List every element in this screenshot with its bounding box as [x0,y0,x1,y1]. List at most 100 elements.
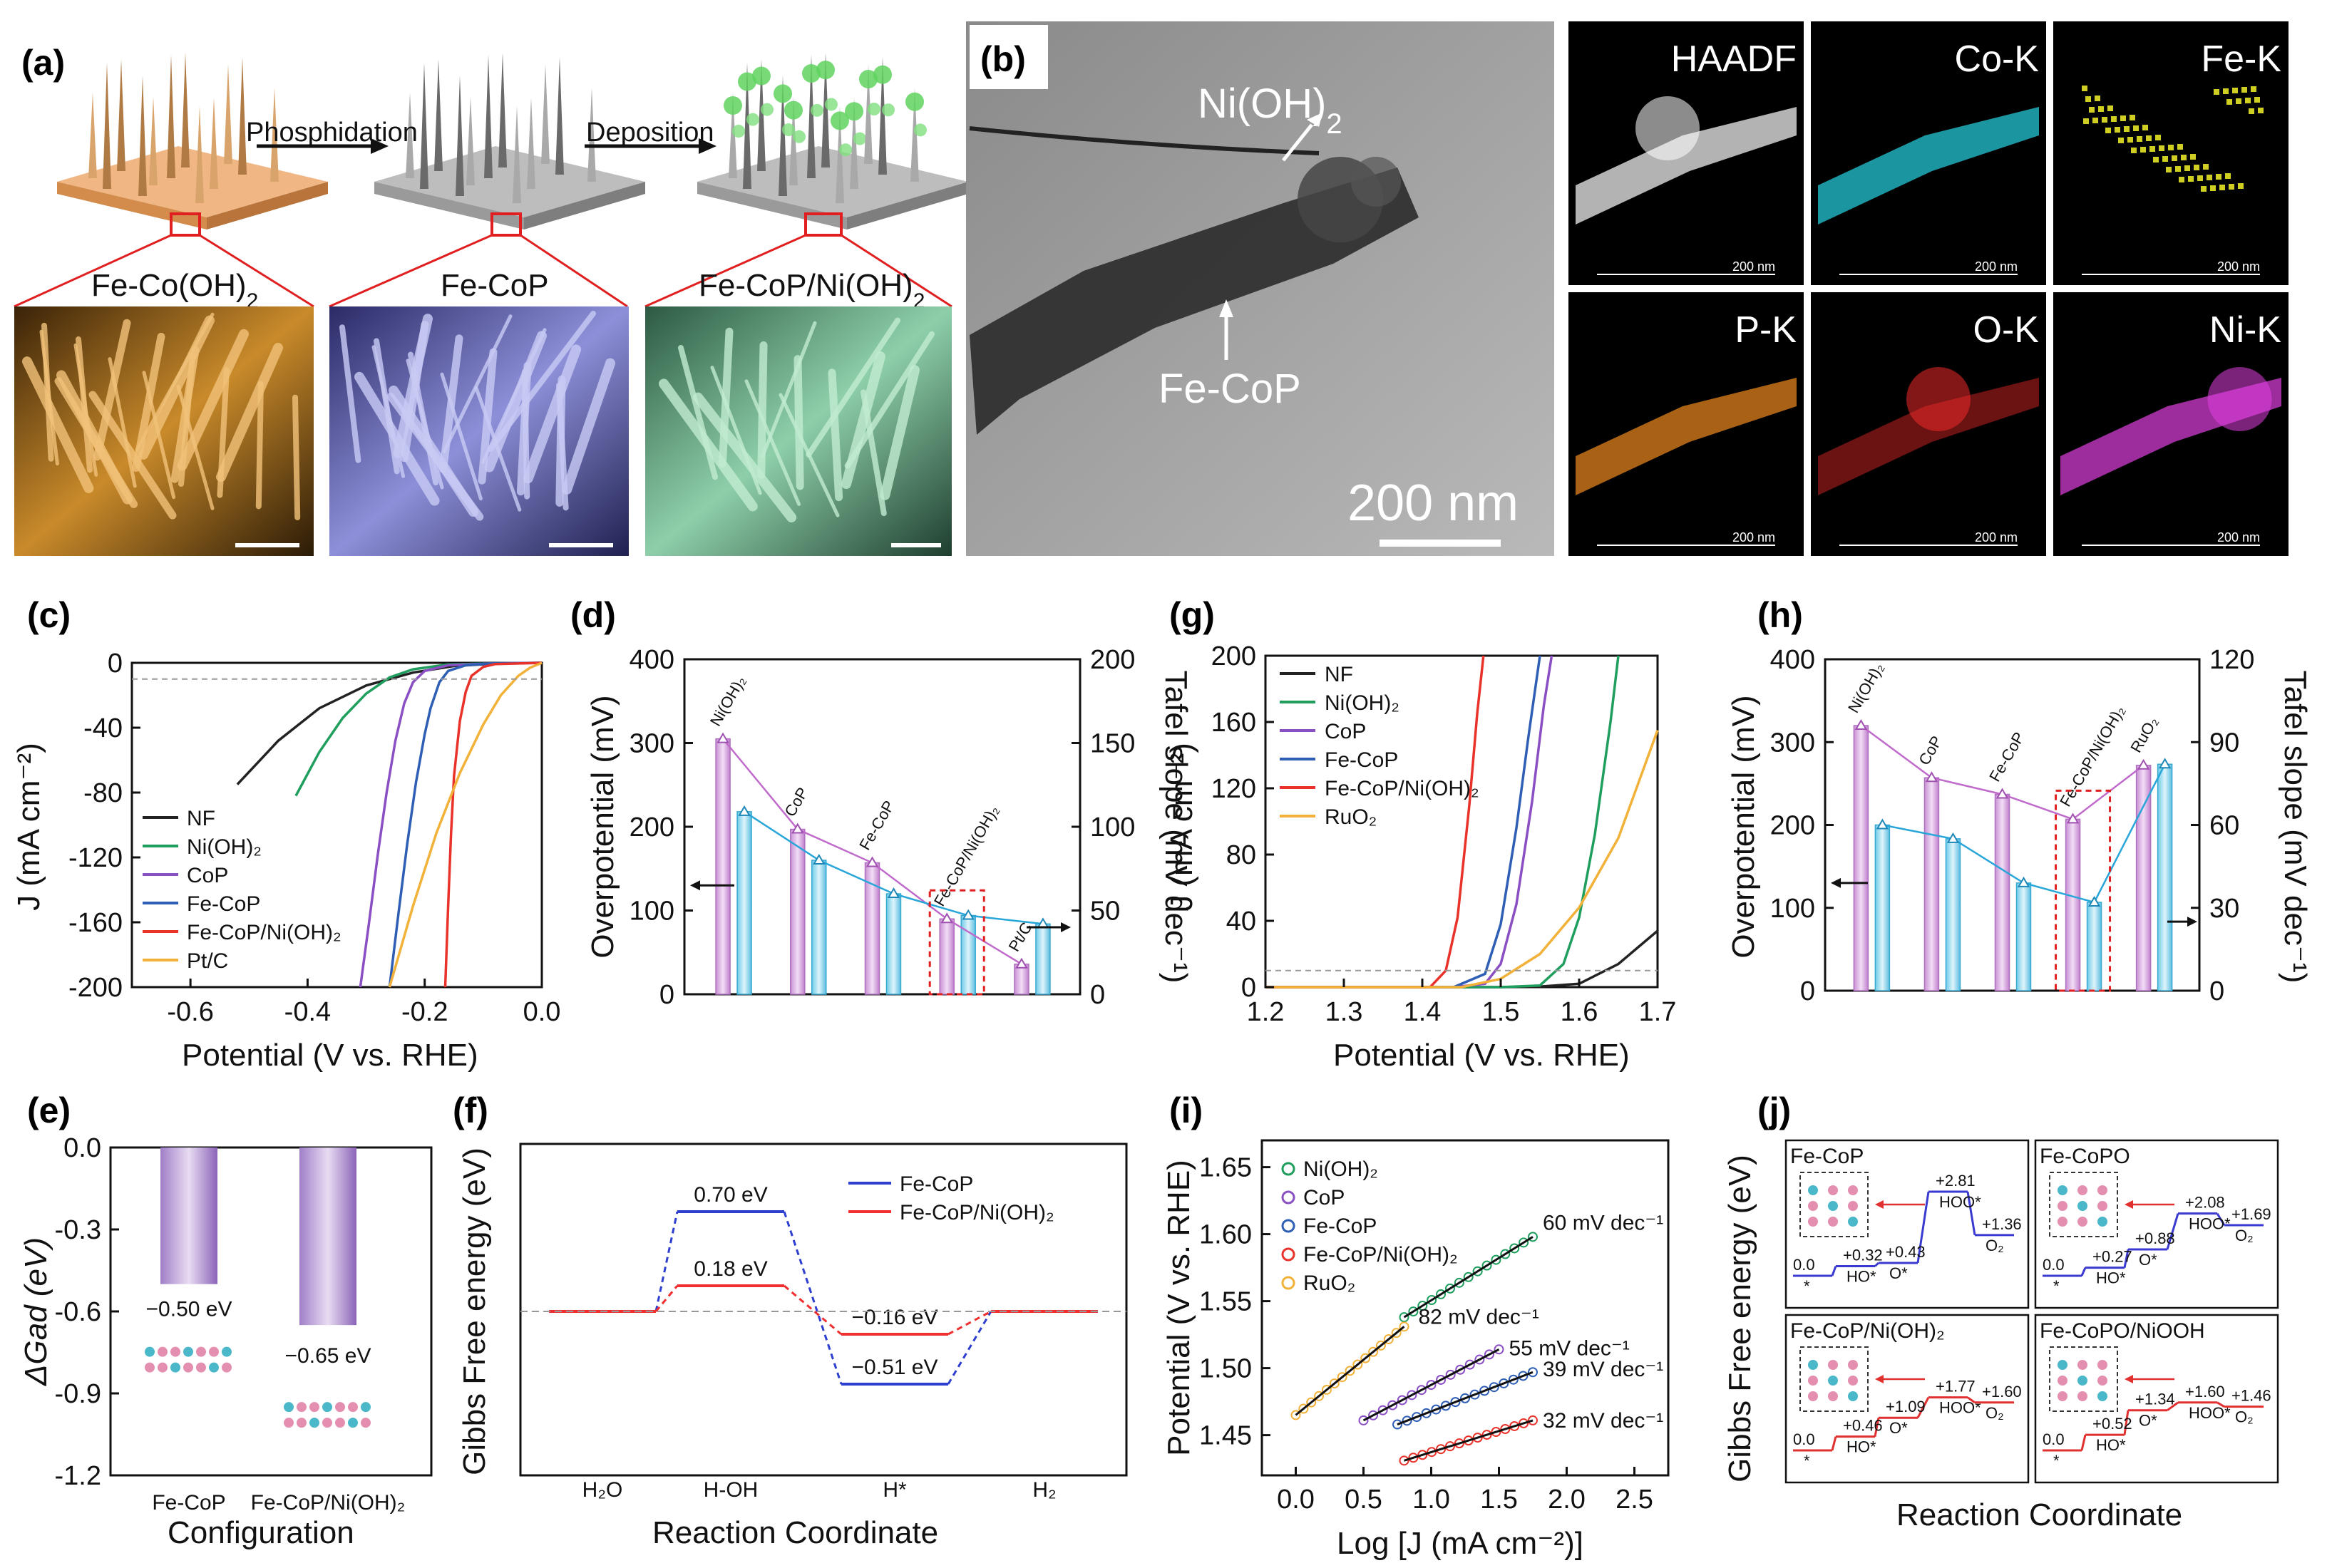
y-tick-label: 300 [1770,728,1815,758]
energy-connector [1831,1436,1837,1451]
subplot-title: Fe-CoP [1790,1145,1864,1168]
series-line-RuO₂ [1265,730,1659,989]
nioh2-nanosheet [839,143,852,157]
category-label: Ni(OH)₂ [707,673,749,729]
eds-pixel [2107,105,2113,111]
eds-pixel [2194,165,2199,170]
atom-model [1808,1217,1818,1227]
data-point [1460,1393,1470,1403]
y-tick-label: -160 [68,908,123,938]
sem-fiber [442,314,513,453]
series-line-Fe-CoP [1265,655,1541,989]
overpotential-marker [1854,719,1868,730]
eds-maps: HAADF 200 nm Co-K 200 nm Fe-K 200 nm P-K 200 nm… [1568,21,2289,556]
bar-adsorption-energy [299,1147,356,1326]
eds-pixel [2210,185,2216,191]
nanoneedle [498,53,507,167]
x-tick-label: -0.6 [167,997,213,1027]
structure-inset [1799,1346,1869,1412]
step-value: 0.0 [1793,1256,1815,1274]
legend-entry: Fe-CoP/Ni(OH)₂ [1325,777,1479,800]
data-point [1528,1415,1538,1425]
nanoneedle [224,64,232,164]
plot-f-xlabel: Reaction Coordinate [652,1515,938,1550]
y-tick-label: 100 [630,897,674,927]
eds-scale-text: 200 nm [2217,259,2260,274]
energy-connector [2216,1401,2225,1408]
nioh2-nanosheet [802,63,821,83]
sem-fiber [481,328,547,465]
legend-entry: Ni(OH)₂ [187,835,262,859]
energy-connector [2080,1434,2087,1451]
eds-pixel [2225,173,2231,179]
fit-line [1404,1419,1534,1462]
bar-overpotential [2135,765,2152,991]
species-label: HO* [2096,1269,2126,1287]
y-tick-label: 300 [630,729,674,759]
x-tick-label: 1.5 [1482,997,1520,1027]
data-point [1408,1453,1419,1463]
y-tick-label: 40 [1226,907,1256,937]
x-tick-label: 0.0 [523,997,561,1027]
data-point [1290,1410,1301,1420]
species-label: O* [1889,1419,1908,1437]
nioh2-nanosheet [811,103,823,117]
plot-j-ylabel: Gibbs Free energy (eV) [1722,1155,1757,1482]
atom-model [1848,1185,1858,1195]
bar-overpotential [715,738,731,995]
sem-fiber [255,381,264,510]
overpotential-marker [940,912,953,924]
eds-scale-text: 200 nm [1732,530,1775,545]
atom-model [2097,1217,2107,1227]
eds-signal [1818,107,2039,225]
species-label: O₂ [2235,1227,2254,1244]
plot-i-frame [1260,1139,1670,1477]
eds-pixel [2166,167,2172,172]
energy-connector [1916,1191,1930,1264]
data-point [1509,1243,1520,1254]
data-point [1314,1391,1325,1401]
rds-arrow-head [1875,1200,1884,1209]
step-value: +1.36 [1982,1215,2022,1233]
atom-model [222,1346,232,1357]
eds-pixel [2130,115,2135,120]
data-point [1399,1455,1409,1466]
highlight-box [928,889,985,996]
sem-fiber [523,344,581,484]
eds-map-title: P-K [1735,309,1797,351]
species-label: * [2053,1452,2060,1470]
plot-h-y2label: Tafel slope (mV dec⁻¹) [2278,671,2313,984]
nanoneedle [103,63,111,189]
zoom-box-3 [804,212,843,237]
nioh2-nanosheet [746,113,759,126]
nanoneedle [406,93,414,178]
atom-model [170,1362,180,1373]
eds-pixel [2245,98,2251,103]
atom-model [1828,1360,1838,1370]
nanoneedle [807,55,816,178]
data-point [1499,1378,1509,1388]
sem-fiber [793,355,804,490]
atom-model [158,1362,168,1373]
atom-model [1808,1201,1818,1211]
sem-fiber [135,312,215,452]
nanoneedle [757,59,766,171]
fit-line [1403,1236,1534,1319]
data-point [1445,1369,1456,1380]
eds-pixel [2124,126,2130,132]
data-point [1500,1424,1511,1435]
legend-entry: Fe-CoP [900,1172,973,1196]
arrow-nioh2 [1282,123,1313,162]
legend-entry: Fe-CoP/Ni(OH)₂ [1303,1243,1458,1267]
nanoneedle [195,106,204,203]
species-label: O₂ [1986,1404,2004,1422]
y-tick-label: 1.45 [1199,1421,1252,1451]
category-label: H-OH [704,1478,759,1502]
eds-pixel [2179,177,2184,182]
x-tick-label: 1.4 [1404,997,1442,1027]
nanoneedle [238,57,247,175]
species-label: * [1804,1277,1810,1295]
tafel-marker [962,909,975,920]
material-label-1: Fe-Co(OH)2 [91,268,258,313]
step-value: +1.60 [2185,1383,2225,1401]
